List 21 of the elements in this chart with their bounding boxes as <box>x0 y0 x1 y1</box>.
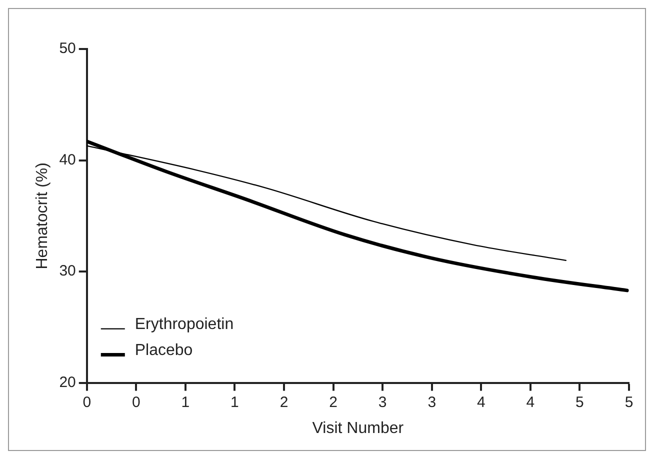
x-tick-label: 2 <box>329 394 338 411</box>
y-axis-title: Hematocrit (%) <box>34 162 52 270</box>
x-tick-label: 3 <box>378 394 387 411</box>
y-tick-label: 30 <box>59 262 76 280</box>
x-tick-label: 2 <box>280 394 288 411</box>
x-tick-label: 1 <box>181 394 190 411</box>
y-tick-label: 40 <box>59 151 76 168</box>
legend-label: Placebo <box>134 342 193 360</box>
x-tick-label: 0 <box>132 394 140 411</box>
line-series <box>86 140 629 292</box>
x-tick-label: 5 <box>624 394 634 411</box>
x-tick-label: 3 <box>428 394 436 411</box>
y-tick-label: 20 <box>59 374 76 391</box>
x-tick-label: 0 <box>82 394 92 411</box>
x-tick-label: 4 <box>476 394 486 411</box>
x-tick-label: 1 <box>230 394 239 411</box>
y-tick-label: 50 <box>59 40 76 58</box>
x-tick-label: 4 <box>526 394 535 411</box>
legend-label: Erythropoietin <box>134 316 234 334</box>
x-tick-label: 5 <box>576 394 584 411</box>
x-axis-title: Visit Number <box>312 420 404 437</box>
